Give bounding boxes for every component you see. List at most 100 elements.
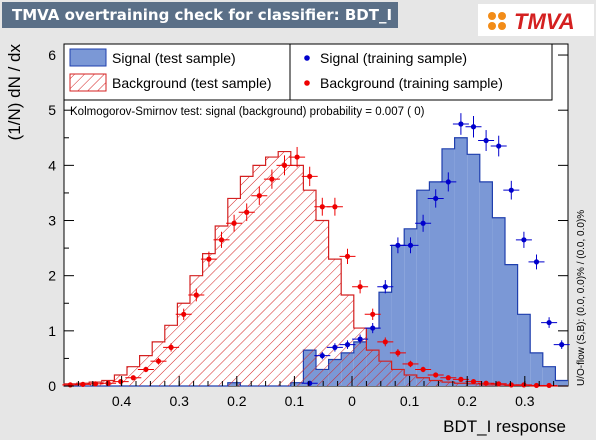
background-train-point xyxy=(118,378,124,385)
background-test-bar xyxy=(442,382,455,386)
signal-train-point xyxy=(344,342,351,348)
background-train-point xyxy=(67,382,73,388)
background-train-point xyxy=(508,382,514,388)
background-test-bar xyxy=(366,350,379,386)
signal-train-point xyxy=(319,353,325,359)
signal-test-bar xyxy=(391,245,405,386)
y-tick-label: 0 xyxy=(48,378,56,394)
background-test-bar xyxy=(240,176,253,386)
background-train-point xyxy=(470,378,477,385)
background-train-point xyxy=(231,220,237,226)
background-test-bar xyxy=(467,383,480,386)
background-train-point xyxy=(269,176,275,182)
signal-train-point xyxy=(533,259,540,265)
background-test-bar xyxy=(190,275,203,386)
signal-test-bar xyxy=(454,137,468,386)
background-test-bar xyxy=(353,328,367,386)
background-test-bar xyxy=(404,374,417,386)
background-test-bar xyxy=(164,325,178,386)
background-train-point xyxy=(521,382,527,388)
background-test-bar xyxy=(290,165,304,386)
legend-signal-test-label: Signal (test sample) xyxy=(112,50,236,66)
background-test-bar xyxy=(328,259,342,386)
signal-test-bar xyxy=(416,190,430,386)
signal-train-point xyxy=(521,237,527,243)
y-tick-label: 2 xyxy=(48,268,56,284)
background-test-bar xyxy=(253,165,266,386)
x-tick-label: 0.3 xyxy=(515,393,535,409)
overflow-note: U/O-flow (S,B): (0.0, 0.0)% / (0.0, 0.0)… xyxy=(576,210,587,386)
background-train-point xyxy=(496,381,502,387)
legend-signal-train-label: Signal (training sample) xyxy=(320,50,467,66)
background-train-point xyxy=(256,193,262,199)
background-test-bar xyxy=(429,380,442,386)
x-tick-label: 0.1 xyxy=(400,393,420,409)
background-train-point xyxy=(433,372,439,378)
background-train-point xyxy=(244,209,250,215)
background-train-point xyxy=(294,154,300,160)
background-test-bar xyxy=(177,303,190,386)
background-train-point xyxy=(105,380,111,386)
signal-train-point xyxy=(508,187,514,193)
background-train-point xyxy=(218,237,225,243)
signal-train-point xyxy=(546,319,552,326)
legend-background-train-label: Background (training sample) xyxy=(320,75,503,91)
signal-train-point xyxy=(496,143,502,149)
x-tick-label: 0 xyxy=(348,393,356,409)
signal-test-bar xyxy=(505,264,518,386)
background-test-bar xyxy=(379,361,392,386)
signal-train-point xyxy=(559,342,565,348)
background-train-point xyxy=(80,381,86,387)
signal-train-point xyxy=(407,242,414,248)
background-train-point xyxy=(546,382,552,389)
x-tick-label: 0.4 xyxy=(112,393,132,409)
background-test-bar xyxy=(454,383,468,386)
legend-right-box xyxy=(289,43,553,101)
legend-signal-test-swatch xyxy=(69,48,107,67)
background-test-bar xyxy=(265,157,279,386)
x-tick-label: 0.2 xyxy=(457,393,477,409)
signal-test-bar xyxy=(530,352,543,386)
background-train-point xyxy=(483,380,489,386)
signal-train-point xyxy=(420,220,426,226)
logo-dot xyxy=(498,22,506,30)
y-tick-label: 5 xyxy=(48,102,56,118)
legend-background-test-label: Background (test sample) xyxy=(112,75,272,91)
background-test-bar xyxy=(227,198,241,386)
background-train-point xyxy=(344,253,351,259)
signal-test-bar xyxy=(429,181,442,386)
signal-train-point xyxy=(307,380,313,386)
background-train-point xyxy=(395,350,401,356)
x-tick-label: 0.3 xyxy=(169,393,189,409)
background-test-bar xyxy=(202,253,216,386)
signal-test-bar xyxy=(442,148,455,386)
background-train-point xyxy=(206,256,212,262)
legend-signal-train-marker xyxy=(304,55,310,61)
legend-background-test-swatch xyxy=(69,73,107,92)
signal-train-point xyxy=(458,121,464,127)
signal-test-bar xyxy=(555,380,568,386)
logo-dot xyxy=(498,12,506,20)
signal-train-point xyxy=(470,124,477,130)
background-train-point xyxy=(143,366,149,373)
background-train-point xyxy=(155,358,162,364)
signal-test-bar xyxy=(542,366,556,386)
signal-train-point xyxy=(357,336,363,342)
background-test-bar xyxy=(416,377,430,386)
background-train-point xyxy=(168,344,174,350)
background-train-point xyxy=(445,375,451,381)
logo-dot xyxy=(488,22,496,30)
signal-train-point xyxy=(483,137,489,144)
background-train-point xyxy=(307,173,313,179)
signal-train-point xyxy=(433,195,439,202)
signal-test-bar xyxy=(467,154,480,386)
background-test-bar xyxy=(278,151,291,386)
x-tick-label: 0.1 xyxy=(285,393,305,409)
signal-train-point xyxy=(395,242,401,248)
background-test-bar xyxy=(391,369,405,386)
background-train-point xyxy=(420,366,426,373)
logo-bg xyxy=(478,4,594,36)
x-tick-label: 0.2 xyxy=(227,393,247,409)
plot-title: TMVA overtraining check for classifier: … xyxy=(2,2,398,28)
